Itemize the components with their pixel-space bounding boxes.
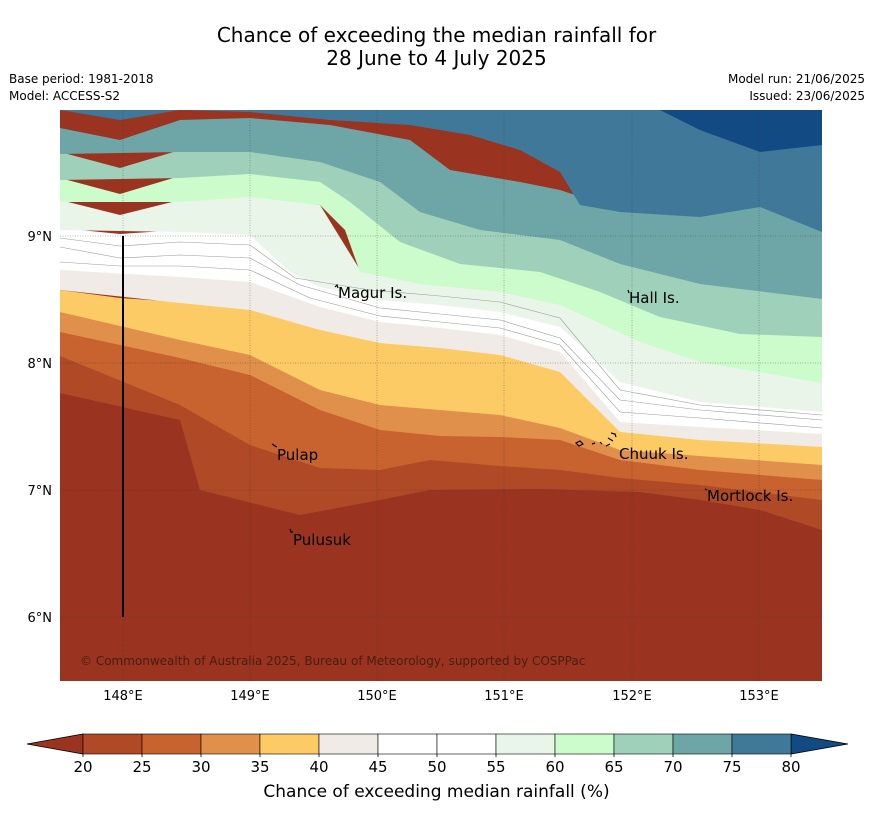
colorbar-tick-label: 25 bbox=[132, 758, 151, 776]
colorbar-segment bbox=[141, 733, 202, 755]
colorbar bbox=[26, 733, 849, 757]
colorbar-segment bbox=[259, 733, 320, 755]
label-hall: Hall Is. bbox=[629, 289, 680, 307]
colorbar-segment bbox=[672, 733, 733, 755]
colorbar-segment bbox=[495, 733, 556, 755]
chart-title-line2: 28 June to 4 July 2025 bbox=[326, 46, 547, 70]
colorbar-segment bbox=[731, 733, 792, 755]
island-shapes bbox=[271, 283, 708, 533]
colorbar-tick-label: 45 bbox=[368, 758, 387, 776]
band-over-80 bbox=[660, 110, 822, 152]
model-name: Model: ACCESS-S2 bbox=[9, 89, 121, 103]
colorbar-tick-label: 55 bbox=[486, 758, 505, 776]
colorbar-ticks: 20 25 30 35 40 45 50 55 60 65 70 75 80 bbox=[73, 758, 800, 776]
meta-right: Model run: 21/06/2025 Issued: 23/06/2025 bbox=[728, 71, 865, 105]
chart-title-line1: Chance of exceeding the median rainfall … bbox=[216, 23, 657, 47]
colorbar-segment bbox=[82, 733, 143, 755]
colorbar-tick-label: 35 bbox=[250, 758, 269, 776]
colorbar-segment bbox=[436, 733, 497, 755]
colorbar-tick-label: 30 bbox=[191, 758, 210, 776]
band-55-60 bbox=[60, 195, 822, 412]
lon-tick-label: 148°E bbox=[103, 689, 143, 704]
label-pulap: Pulap bbox=[277, 446, 318, 464]
lat-tick-label: 6°N bbox=[28, 611, 53, 626]
colorbar-under-arrow bbox=[26, 733, 84, 755]
label-chuuk: Chuuk Is. bbox=[619, 445, 688, 463]
colorbar-label: Chance of exceeding median rainfall (%) bbox=[263, 782, 610, 802]
label-mortlock: Mortlock Is. bbox=[707, 487, 793, 505]
label-magur: Magur Is. bbox=[338, 284, 407, 302]
base-period: Base period: 1981-2018 bbox=[9, 72, 154, 86]
label-pulusuk: Pulusuk bbox=[293, 531, 351, 549]
colorbar-segment bbox=[554, 733, 615, 755]
contour-bands bbox=[60, 110, 822, 681]
colorbar-tick-label: 40 bbox=[309, 758, 328, 776]
band-45-55 bbox=[60, 228, 822, 434]
band-35-40 bbox=[60, 290, 822, 465]
lon-tick-label: 150°E bbox=[357, 689, 397, 704]
colorbar-segment bbox=[200, 733, 261, 755]
band-70-75 bbox=[60, 118, 822, 299]
lat-tick-label: 7°N bbox=[28, 484, 53, 499]
colorbar-tick-label: 80 bbox=[781, 758, 800, 776]
colorbar-tick-label: 50 bbox=[427, 758, 446, 776]
band-60-65 bbox=[60, 172, 822, 383]
colorbar-tick-label: 20 bbox=[73, 758, 92, 776]
colorbar-tick-label: 65 bbox=[604, 758, 623, 776]
band-65-70 bbox=[60, 150, 822, 337]
meta-left: Base period: 1981-2018 Model: ACCESS-S2 bbox=[9, 71, 154, 105]
band-75-80 bbox=[60, 110, 822, 232]
colorbar-segment bbox=[613, 733, 674, 755]
model-run: Model run: 21/06/2025 bbox=[727, 72, 865, 86]
colorbar-segment bbox=[318, 733, 379, 755]
contour-line-50 bbox=[60, 246, 822, 421]
contour-line-45 bbox=[60, 261, 822, 429]
colorbar-tick-label: 70 bbox=[663, 758, 682, 776]
contour-line-55 bbox=[60, 237, 822, 416]
colorbar-tick-label: 60 bbox=[545, 758, 564, 776]
lat-tick-label: 9°N bbox=[28, 230, 53, 245]
issued-date: Issued: 23/06/2025 bbox=[749, 89, 865, 103]
colorbar-segment bbox=[377, 733, 438, 755]
lon-tick-label: 152°E bbox=[612, 689, 652, 704]
lon-tick-label: 149°E bbox=[230, 689, 270, 704]
colorbar-tick-label: 75 bbox=[722, 758, 741, 776]
colorbar-over-arrow bbox=[790, 733, 849, 755]
lat-tick-label: 8°N bbox=[28, 357, 53, 372]
lon-tick-label: 153°E bbox=[739, 689, 779, 704]
lon-tick-label: 151°E bbox=[484, 689, 524, 704]
copyright-text: © Commonwealth of Australia 2025, Bureau… bbox=[80, 654, 585, 668]
